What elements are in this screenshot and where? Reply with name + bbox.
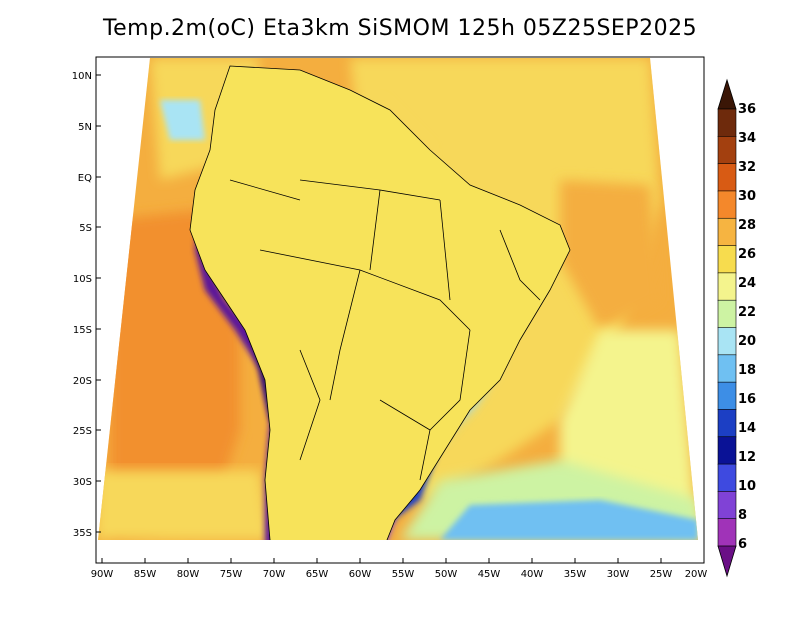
lon-label-35w: 35W [564,569,587,580]
colorbar-label-6: 6 [738,537,747,552]
colorbar-segment [717,136,737,165]
lat-label-15s: 15S [73,325,92,336]
lat-label-5n: 5N [78,122,92,133]
lat-label-35s: 35S [73,528,92,539]
colorbar-labels: 36 34 32 30 28 26 24 22 20 18 16 14 12 1… [738,102,756,552]
colorbar-segment [717,436,737,465]
colorbar-label-34: 34 [738,131,756,146]
lon-label-75w: 75W [220,569,243,580]
lon-label-85w: 85W [134,569,157,580]
colorbar-label-16: 16 [738,392,756,407]
colorbar-segment [717,327,737,356]
temperature-field [98,58,698,540]
lon-label-70w: 70W [263,569,286,580]
latitude-axis: 10N 5N EQ 5S 10S 15S 20S 25S 30S 35S [72,71,101,539]
lat-label-10n: 10N [72,71,92,82]
colorbar-segment [717,518,737,547]
colorbar-segment [717,381,737,411]
colorbar-label-8: 8 [738,508,747,523]
lat-label-5s: 5S [79,223,92,234]
lat-label-eq: EQ [78,173,92,184]
colorbar-label-26: 26 [738,247,756,262]
lon-label-40w: 40W [521,569,544,580]
lon-label-90w: 90W [91,569,114,580]
colorbar-label-36: 36 [738,102,756,117]
colorbar-arrow-top [717,78,737,110]
colorbar-label-22: 22 [738,305,756,320]
colorbar-arrow-bottom [717,545,737,578]
lon-label-60w: 60W [349,569,372,580]
colorbar-segment [717,272,737,301]
colorbar-label-14: 14 [738,421,756,436]
colorbar-segment [717,217,737,247]
atlantic-warm-patch [560,180,660,330]
lon-label-20w: 20W [685,569,708,580]
colorbar-label-28: 28 [738,218,756,233]
colorbar-label-32: 32 [738,160,756,175]
colorbar-segment [717,299,737,329]
colorbar-label-12: 12 [738,450,756,465]
pacific-cool-spot [160,100,205,140]
map-title: Temp.2m(oC) Eta3km SiSMOM 125h 05Z25SEP2… [102,16,698,41]
political-boundaries [189,65,571,540]
colorbar-segment [717,491,737,520]
colorbar-label-30: 30 [738,189,756,204]
lon-label-25w: 25W [650,569,673,580]
colorbar-segment [717,354,737,383]
lon-label-45w: 45W [478,569,501,580]
lon-label-50w: 50W [435,569,458,580]
colorbar-segment [717,163,737,192]
lon-label-55w: 55W [392,569,415,580]
colorbar-segment [717,190,737,219]
pacific-south-band [98,470,270,540]
colorbar-segment [717,108,737,137]
lon-label-80w: 80W [177,569,200,580]
colorbar-label-10: 10 [738,479,756,494]
lat-label-10s: 10S [73,274,92,285]
colorbar-label-20: 20 [738,334,756,349]
colorbar-label-24: 24 [738,276,756,291]
lat-label-30s: 30S [73,477,92,488]
colorbar-label-18: 18 [738,363,756,378]
lat-label-20s: 20S [73,376,92,387]
lon-label-65w: 65W [306,569,329,580]
colorbar-segment [717,245,737,274]
colorbar-segment [717,463,737,492]
lon-label-30w: 30W [607,569,630,580]
south-atlantic-cold [440,500,698,540]
longitude-axis: 90W 85W 80W 75W 70W 65W 60W 55W 50W 45W … [91,558,708,580]
colorbar-segment [717,409,737,438]
lat-label-25s: 25S [73,426,92,437]
colorbar [717,78,737,578]
